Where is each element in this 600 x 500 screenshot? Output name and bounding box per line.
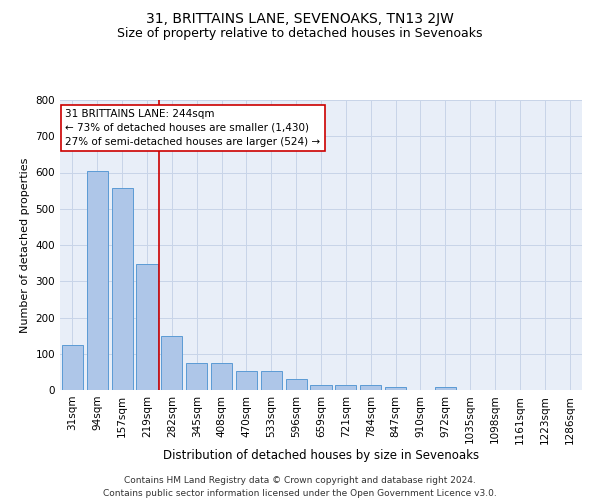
Text: Contains HM Land Registry data © Crown copyright and database right 2024.
Contai: Contains HM Land Registry data © Crown c…: [103, 476, 497, 498]
Bar: [211, 363, 232, 390]
Bar: [161, 336, 182, 390]
Text: 31 BRITTAINS LANE: 244sqm
← 73% of detached houses are smaller (1,430)
27% of se: 31 BRITTAINS LANE: 244sqm ← 73% of detac…: [65, 108, 320, 146]
Bar: [385, 388, 406, 390]
Bar: [335, 386, 356, 390]
Bar: [62, 344, 83, 390]
Bar: [87, 172, 108, 390]
Bar: [186, 363, 207, 390]
Bar: [261, 371, 282, 390]
Text: 31, BRITTAINS LANE, SEVENOAKS, TN13 2JW: 31, BRITTAINS LANE, SEVENOAKS, TN13 2JW: [146, 12, 454, 26]
Bar: [286, 379, 307, 390]
X-axis label: Distribution of detached houses by size in Sevenoaks: Distribution of detached houses by size …: [163, 449, 479, 462]
Y-axis label: Number of detached properties: Number of detached properties: [20, 158, 30, 332]
Bar: [360, 386, 381, 390]
Bar: [112, 188, 133, 390]
Bar: [435, 388, 456, 390]
Bar: [310, 384, 332, 390]
Text: Size of property relative to detached houses in Sevenoaks: Size of property relative to detached ho…: [117, 28, 483, 40]
Bar: [136, 264, 158, 390]
Bar: [236, 371, 257, 390]
